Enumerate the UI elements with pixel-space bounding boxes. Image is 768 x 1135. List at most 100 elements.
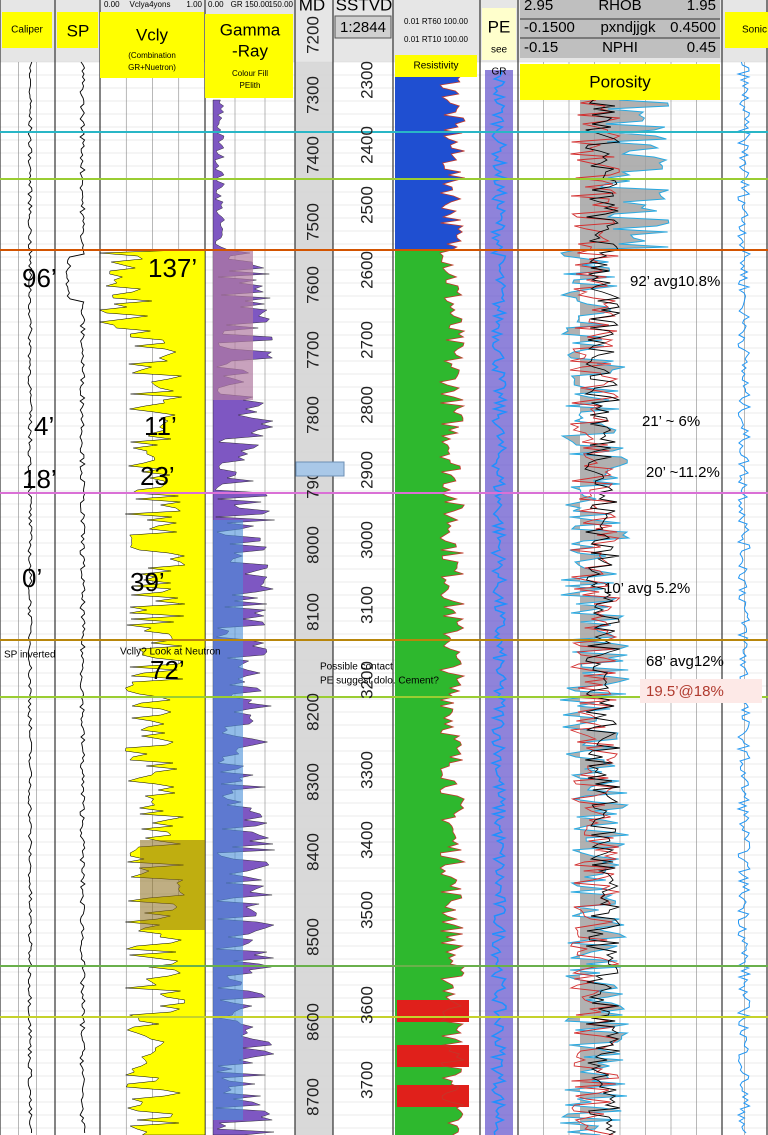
sstvd-label: 3000 [357,521,376,559]
sonic-curve [736,61,752,1134]
pe-note: see [491,45,508,56]
curves [0,61,768,1135]
porosity-note: 21’ ~ 6% [642,413,700,430]
annotation: 0’ [22,563,42,593]
scale-label: 0.01 RT10 100.00 [404,35,468,44]
sstvd-label: 2800 [357,386,376,424]
vcly-box [100,12,204,78]
sstvd-label: 3700 [357,1061,376,1099]
md-label: 8600 [303,1003,322,1041]
resistivity-band [397,1085,469,1107]
sp-box [57,12,98,48]
md-label: 8500 [303,918,322,956]
rhob-max: 1.95 [687,0,716,14]
depth-labels: 7200730074007500760077007800790080008100… [295,16,376,1116]
md-label: 7300 [303,76,322,114]
annotation: 23’ [140,461,175,491]
sstvd-label: 3100 [357,586,376,624]
gamma-note: Colour Fill [232,69,268,78]
caliper-box [2,12,52,48]
md-label: 7600 [303,266,322,304]
annotation: 11’ [144,411,177,441]
resistivity-band [397,1000,469,1022]
vcly-shade [140,840,205,930]
gamma-box [205,14,293,98]
annotation: 18’ [22,464,57,494]
sp-label: SP [67,21,90,40]
sstvd-label: 2600 [357,251,376,289]
highlight [640,679,762,703]
sstvd-label: 3600 [357,986,376,1024]
sstvd-label: 3400 [357,821,376,859]
sonic-label: Sonic [742,25,767,36]
note: Vclly? Look at Neutron [120,647,221,658]
sstvd-label: 2500 [357,186,376,224]
md-label: MD [299,0,325,14]
porosity-scale-box [520,0,720,58]
gamma-band [213,250,253,400]
gamma-label: Gamma [220,20,281,39]
sstvd-label: SSTVD [336,0,393,14]
annotation: 72’ [150,655,185,685]
annotation: 4’ [34,411,54,441]
annotation: 39’ [130,567,165,597]
gamma-band [213,520,243,1120]
gamma-label: -Ray [232,41,268,60]
porosity-label: Porosity [589,72,651,91]
header: Caliper SP Vcly (Combination GR+Nuetron)… [2,0,768,100]
md-label: 7800 [303,396,322,434]
md-label: 7700 [303,331,322,369]
sonic-box [725,12,768,48]
nphi-label: NPHI [602,39,638,56]
sp-curve [65,61,86,1134]
vcly-note: (Combination [128,51,176,60]
md-label: 8000 [303,526,322,564]
annotation: 96’ [22,263,57,293]
resistivity-label: Resistivity [413,61,458,72]
scale-label: 0.01 RT60 100.00 [404,17,468,26]
porosity-note: 92’ avg10.8% [630,273,720,290]
nphi-max: 0.45 [687,39,716,56]
scale-label: 150.00 [269,0,294,9]
pxnd-min: -0.1500 [524,19,575,36]
md-label: 8300 [303,763,322,801]
scale-label: 1.00 [186,0,202,9]
sstvd-label: 3200 [357,661,376,699]
pe-note: GR [492,67,507,78]
pe-label: PE [488,17,511,36]
scale-label: GR 150.00 [231,0,270,9]
resistivity-fill [395,70,465,250]
md-label: 8200 [303,693,322,731]
gamma-note: PElith [240,81,261,90]
sstvd-label: 2700 [357,321,376,359]
rhob-label: RHOB [598,0,641,14]
nphi-min: -0.15 [524,39,558,56]
porosity-note: 19.5’@18% [646,683,724,700]
md-label: 8100 [303,593,322,631]
caliper-label: Caliper [11,25,43,36]
scale: 1:2844 [340,19,386,36]
md-label: 7200 [303,16,322,54]
pxnd-curve [584,99,621,1135]
sstvd-label: 2400 [357,126,376,164]
pe-box [482,8,516,60]
pe-curve [489,69,509,1135]
md-label: 8700 [303,1078,322,1116]
scale-label: 0.00 [104,0,120,9]
scale-box [334,15,392,39]
resistivity-fill [395,250,465,1135]
vcly-note: GR+Nuetron) [128,63,176,72]
resistivity-band [397,1045,469,1067]
caliper-curve [27,61,33,1134]
scale-label: 0.00 [208,0,224,9]
pxnd-label: pxndjjgk [600,19,656,36]
depth-marker [295,461,345,477]
annotation: 137’ [148,253,197,283]
md-label: 7500 [303,203,322,241]
porosity-note: 10’ avg 5.2% [604,580,690,597]
porosity-box [520,64,720,100]
sstvd-label: 2900 [357,451,376,489]
resistivity-curve [438,69,467,1135]
